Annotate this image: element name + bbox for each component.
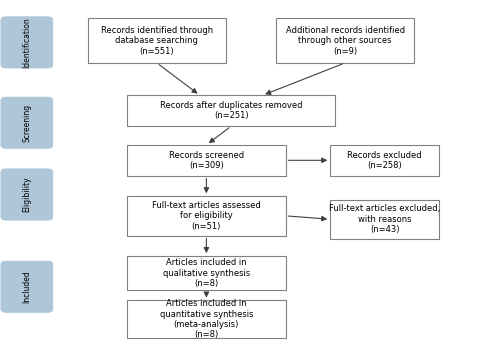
FancyBboxPatch shape [1, 169, 53, 220]
Text: Identification: Identification [22, 17, 32, 68]
Text: Included: Included [22, 270, 32, 303]
Text: Eligibility: Eligibility [22, 177, 32, 212]
FancyBboxPatch shape [330, 145, 439, 176]
FancyBboxPatch shape [127, 145, 286, 176]
Text: Records screened
(n=309): Records screened (n=309) [169, 151, 244, 170]
Text: Articles included in
quantitative synthesis
(meta-analysis)
(n=8): Articles included in quantitative synthe… [160, 299, 253, 339]
FancyBboxPatch shape [127, 300, 286, 338]
Text: Records excluded
(n=258): Records excluded (n=258) [348, 151, 422, 170]
FancyBboxPatch shape [1, 17, 53, 68]
Text: Articles included in
qualitative synthesis
(n=8): Articles included in qualitative synthes… [163, 258, 250, 288]
FancyBboxPatch shape [88, 18, 226, 63]
Text: Full-text articles excluded,
with reasons
(n=43): Full-text articles excluded, with reason… [329, 204, 440, 234]
Text: Records after duplicates removed
(n=251): Records after duplicates removed (n=251) [160, 101, 302, 120]
Text: Full-text articles assessed
for eligibility
(n=51): Full-text articles assessed for eligibil… [152, 201, 261, 231]
FancyBboxPatch shape [127, 95, 335, 126]
Text: Records identified through
database searching
(n=551): Records identified through database sear… [101, 26, 213, 56]
FancyBboxPatch shape [1, 261, 53, 312]
FancyBboxPatch shape [330, 200, 439, 239]
Text: Screening: Screening [22, 104, 32, 142]
FancyBboxPatch shape [276, 18, 414, 63]
Text: Additional records identified
through other sources
(n=9): Additional records identified through ot… [286, 26, 405, 56]
FancyBboxPatch shape [127, 196, 286, 236]
FancyBboxPatch shape [1, 97, 53, 148]
FancyBboxPatch shape [127, 256, 286, 290]
